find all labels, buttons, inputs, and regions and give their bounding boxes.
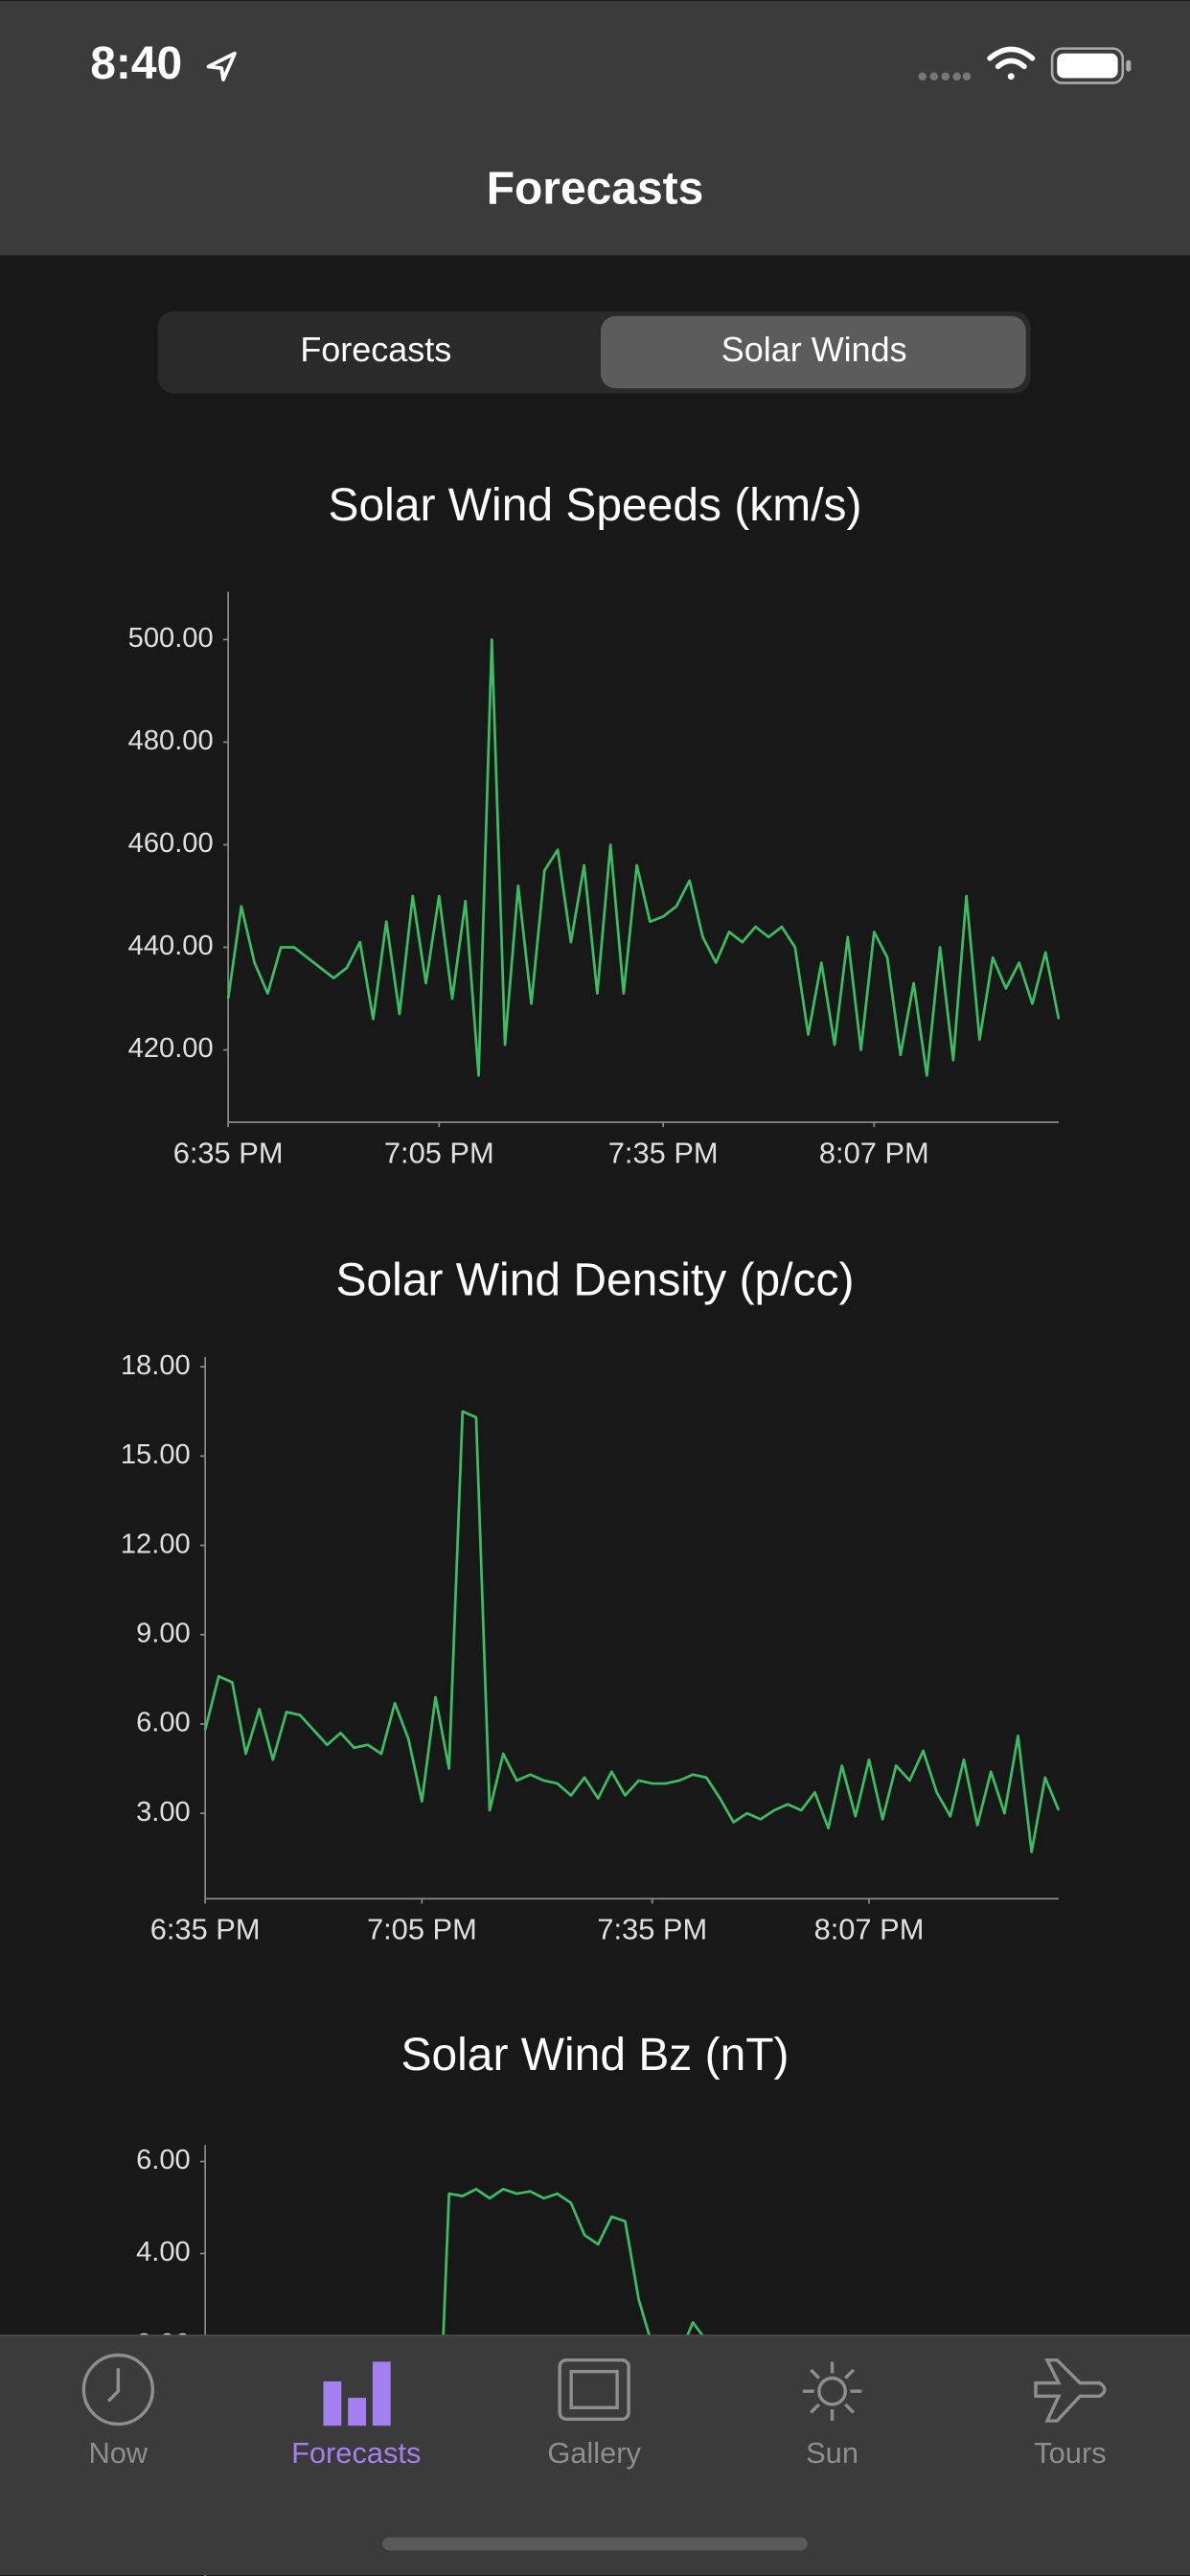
tab-icon-tours[interactable] [1034,2358,1107,2423]
y-tick-label: 3.00 [136,1797,191,1828]
chart-title: Solar Wind Bz (nT) [400,2030,789,2081]
tab-bar [0,2334,1190,2576]
tab-label[interactable]: Gallery [547,2436,641,2470]
y-tick-label: 9.00 [136,1618,191,1648]
location-icon [206,51,237,82]
y-tick-label: 4.00 [136,2237,191,2267]
y-tick-label: 12.00 [121,1529,191,1559]
y-tick-label: 6.00 [136,2145,191,2175]
segment-option[interactable]: Forecasts [300,330,451,369]
tab-icon-sun[interactable] [802,2361,862,2422]
charts: Solar Wind Speeds (km/s) 420.00 440.00 460.… [121,480,1061,2576]
x-tick-label: 6:35 PM [173,1136,284,1169]
segment-option[interactable]: Solar Winds [721,330,907,369]
x-tick-label: 7:05 PM [384,1136,494,1169]
data-line [226,638,1061,1077]
y-tick-label: 440.00 [128,931,214,961]
x-tick-label: 7:05 PM [367,1913,477,1946]
y-tick-label: 15.00 [121,1439,191,1470]
y-tick-label: 460.00 [128,828,214,859]
nav-title: Forecasts [487,163,704,214]
battery-icon [1050,47,1132,84]
y-tick-label: 18.00 [121,1350,191,1381]
tab-label[interactable]: Sun [806,2436,858,2470]
chart-title: Solar Wind Density (p/cc) [336,1255,855,1306]
chart-title: Solar Wind Speeds (km/s) [329,480,862,531]
header-bg [0,0,1190,256]
x-tick-label: 8:07 PM [819,1136,929,1169]
x-tick-label: 7:35 PM [597,1913,707,1946]
tab-icon-now[interactable] [81,2353,155,2426]
status-time: 8:40 [90,38,182,89]
wifi-icon [987,46,1036,80]
y-tick-label: 420.00 [128,1033,214,1064]
x-tick-label: 6:35 PM [150,1913,261,1946]
tab-icon-gallery[interactable] [558,2358,630,2422]
signal-icon [918,72,972,81]
segment-highlight [600,315,1026,389]
x-tick-label: 7:35 PM [608,1136,719,1169]
home-indicator [382,2537,808,2551]
tab-icon-forecasts[interactable] [323,2361,391,2426]
x-tick-label: 8:07 PM [814,1913,925,1946]
y-tick-label: 500.00 [128,623,214,654]
data-line [203,1410,1061,1853]
tab-label[interactable]: Now [89,2436,149,2470]
y-tick-label: 6.00 [136,1708,191,1738]
tab-label[interactable]: Tours [1034,2436,1106,2470]
tab-label[interactable]: Forecasts [291,2436,421,2470]
y-tick-label: 480.00 [128,725,214,756]
